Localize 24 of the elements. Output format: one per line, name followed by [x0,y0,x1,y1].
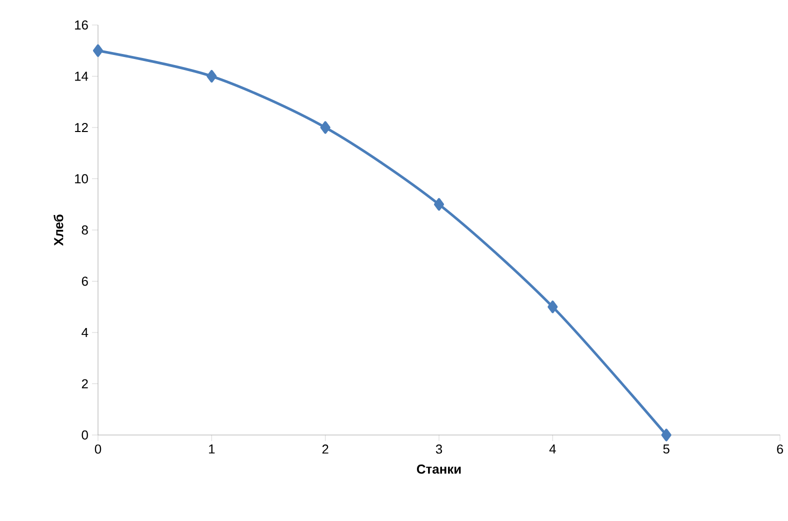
x-tick-label: 0 [94,444,102,454]
y-tick-label: 0 [82,430,88,440]
point [661,428,672,442]
point [206,70,217,83]
y-tick-label: 6 [82,276,88,286]
x-tick-label: 4 [549,444,556,454]
y-tick-label: 8 [82,225,88,235]
point [320,121,330,134]
x-tick-label: 3 [436,444,442,454]
y-tick-label: 10 [75,174,88,184]
y-tick-label: 14 [75,72,88,81]
x-tick-label: 6 [777,444,784,454]
point [548,300,558,314]
x-axis-title: Станки [416,464,461,474]
point [434,198,444,211]
x-tick-label: 5 [663,444,670,454]
y-tick-label: 4 [82,328,88,337]
y-axis-title: Хлеб [54,214,64,246]
x-tick-label: 1 [209,444,215,454]
y-tick-label: 2 [82,379,88,388]
x-tick-label: 2 [322,444,328,454]
y-tick-label: 16 [75,20,88,30]
y-tick-label: 12 [75,122,88,132]
point [92,44,104,57]
